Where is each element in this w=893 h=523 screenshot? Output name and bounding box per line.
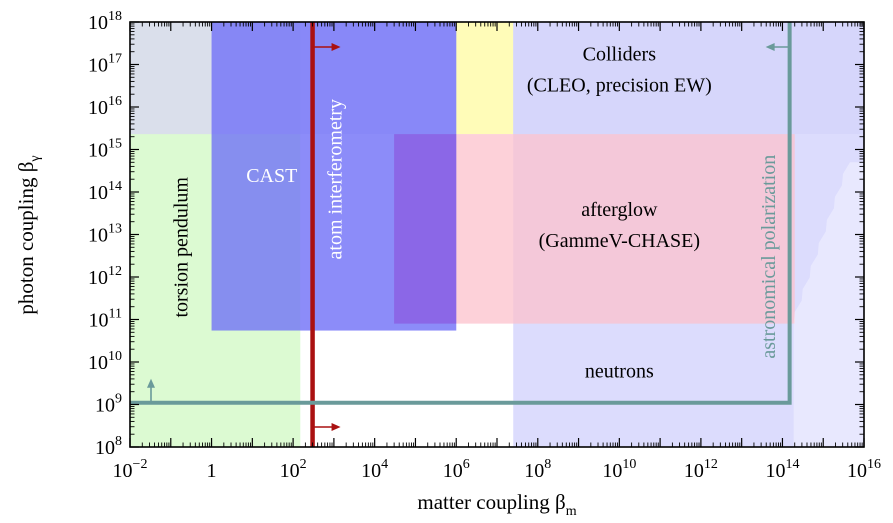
- y-tick-label-base: 10: [89, 310, 109, 332]
- atom-interferometry-arrow-head: [331, 43, 341, 51]
- axis-tick-labels: 10−2 1 102 104 106 108 1010 1012 1014 10161081091…: [88, 9, 881, 482]
- y-tick-label-exponent: 9: [115, 392, 122, 407]
- x-tick-label-base: 10: [684, 460, 704, 482]
- region-label: (CLEO, precision EW): [527, 74, 712, 96]
- x-tick-label: 102: [280, 457, 307, 482]
- y-tick-label-exponent: 14: [108, 179, 122, 194]
- x-tick-label-base: 10: [765, 460, 785, 482]
- x-tick-label: 1012: [684, 457, 718, 482]
- y-tick-label: 1013: [88, 222, 122, 247]
- plot-regions: [130, 22, 864, 447]
- y-tick-label-base: 10: [95, 437, 115, 459]
- region-label: neutrons: [585, 361, 654, 383]
- y-tick-label-base: 10: [88, 55, 108, 77]
- astronomical-polarization-edge: [793, 162, 864, 447]
- region-label: (GammeV-CHASE): [539, 230, 700, 252]
- y-tick-label: 1018: [88, 9, 122, 34]
- y-tick-label-exponent: 15: [108, 137, 122, 152]
- atom-interferometry-arrow-head: [331, 423, 341, 431]
- y-tick-label-base: 10: [88, 182, 108, 204]
- region-yellow: [456, 22, 514, 135]
- x-tick-label-base: 1: [207, 460, 217, 482]
- x-axis-label: matter coupling βm: [417, 490, 576, 519]
- region-labels: Colliders (CLEO, precision EW) CAST aftergl…: [171, 43, 780, 382]
- astronomical-polarization-arrow-head: [765, 43, 775, 51]
- x-tick-label-exponent: −2: [133, 457, 148, 472]
- axis-ticks: [129, 21, 865, 448]
- y-tick-label-exponent: 16: [108, 94, 122, 109]
- y-tick-label-exponent: 10: [108, 349, 122, 364]
- y-tick-label-exponent: 18: [108, 9, 122, 24]
- y-tick-label-exponent: 11: [109, 307, 122, 322]
- x-tick-label: 104: [361, 457, 388, 482]
- astronomical-polarization-jagged-region: [793, 162, 864, 447]
- y-axis-label-main: photon coupling β: [14, 162, 38, 315]
- y-tick-label-exponent: 13: [108, 222, 122, 237]
- y-tick-label-exponent: 17: [108, 52, 122, 67]
- x-tick-label-exponent: 16: [867, 457, 881, 472]
- y-tick-label: 109: [95, 392, 122, 417]
- region-label: Colliders: [583, 43, 657, 65]
- y-tick-label-exponent: 12: [108, 264, 122, 279]
- x-tick-label-exponent: 4: [381, 457, 388, 472]
- x-tick-label: 1016: [847, 457, 881, 482]
- x-tick-label-exponent: 12: [704, 457, 718, 472]
- region-label: CAST: [246, 165, 297, 187]
- x-tick-label-base: 10: [280, 460, 300, 482]
- x-axis-label-main: matter coupling β: [417, 490, 565, 514]
- y-tick-label-base: 10: [88, 140, 108, 162]
- x-tick-label: 1: [207, 460, 217, 482]
- y-tick-label: 1014: [88, 179, 122, 204]
- x-tick-label-exponent: 8: [544, 457, 551, 472]
- x-tick-label-base: 10: [524, 460, 544, 482]
- x-tick-label-base: 10: [113, 460, 133, 482]
- x-tick-label-base: 10: [361, 460, 381, 482]
- region-label: torsion pendulum: [171, 177, 193, 318]
- y-tick-label-base: 10: [88, 267, 108, 289]
- region-afterglow: [394, 134, 795, 324]
- y-tick-label: 108: [95, 434, 122, 459]
- x-tick-label-base: 10: [602, 460, 622, 482]
- x-tick-label-base: 10: [443, 460, 463, 482]
- plot-lines: [130, 22, 792, 447]
- x-tick-label: 1010: [602, 457, 636, 482]
- y-tick-label-base: 10: [88, 352, 108, 374]
- y-tick-label: 1011: [89, 307, 122, 332]
- x-tick-label-exponent: 10: [622, 457, 636, 472]
- y-tick-label-base: 10: [88, 12, 108, 34]
- x-tick-label: 106: [443, 457, 470, 482]
- y-axis-label: photon coupling βγ: [14, 155, 43, 314]
- y-tick-label-base: 10: [88, 225, 108, 247]
- region-label: atom interferometry: [325, 99, 347, 260]
- y-tick-label: 1012: [88, 264, 122, 289]
- x-tick-label: 108: [524, 457, 551, 482]
- region-afterglow-overlap: [394, 134, 457, 324]
- astronomical-polarization-arrow-head: [147, 378, 155, 388]
- astronomical-polarization-line: [130, 22, 792, 405]
- region-label: afterglow: [581, 199, 658, 221]
- x-tick-label: 10−2: [113, 457, 148, 482]
- y-tick-label-base: 10: [88, 97, 108, 119]
- y-tick-label: 1015: [88, 137, 122, 162]
- x-tick-label: 1014: [765, 457, 799, 482]
- region-label: astronomical polarization: [758, 155, 780, 359]
- x-tick-label-exponent: 14: [785, 457, 799, 472]
- x-tick-label-exponent: 6: [463, 457, 470, 472]
- x-axis-label-sub: m: [566, 504, 577, 519]
- y-tick-label: 1010: [88, 349, 122, 374]
- y-tick-label: 1017: [88, 52, 122, 77]
- y-axis-label-sub: γ: [28, 155, 43, 162]
- y-tick-label-exponent: 8: [115, 434, 122, 449]
- x-tick-label-base: 10: [847, 460, 867, 482]
- y-tick-label-base: 10: [95, 395, 115, 417]
- x-tick-label-exponent: 2: [300, 457, 307, 472]
- y-tick-label: 1016: [88, 94, 122, 119]
